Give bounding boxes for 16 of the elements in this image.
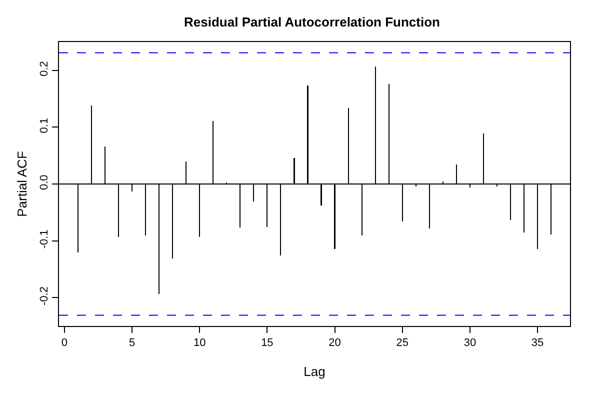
x-tick-label: 25 [396, 337, 408, 350]
x-tick-label: 0 [61, 337, 68, 350]
y-tick-label: -0.1 [38, 230, 51, 249]
x-axis-title: Lag [304, 364, 326, 379]
x-tick-label: 15 [261, 337, 274, 350]
x-tick-label: 35 [531, 337, 544, 350]
y-tick-label: 0.0 [38, 174, 51, 190]
y-axis-title: Partial ACF [14, 151, 30, 217]
x-tick-label: 5 [128, 337, 136, 350]
y-tick-label: 0.2 [38, 61, 51, 76]
x-tick-label: 30 [464, 337, 476, 350]
x-tick-label: 10 [193, 337, 206, 350]
x-tick-label: 20 [328, 337, 341, 350]
y-tick-label: -0.2 [38, 286, 51, 306]
y-tick-label: 0.1 [38, 118, 51, 134]
chart-title: Residual Partial Autocorrelation Function [184, 14, 440, 30]
